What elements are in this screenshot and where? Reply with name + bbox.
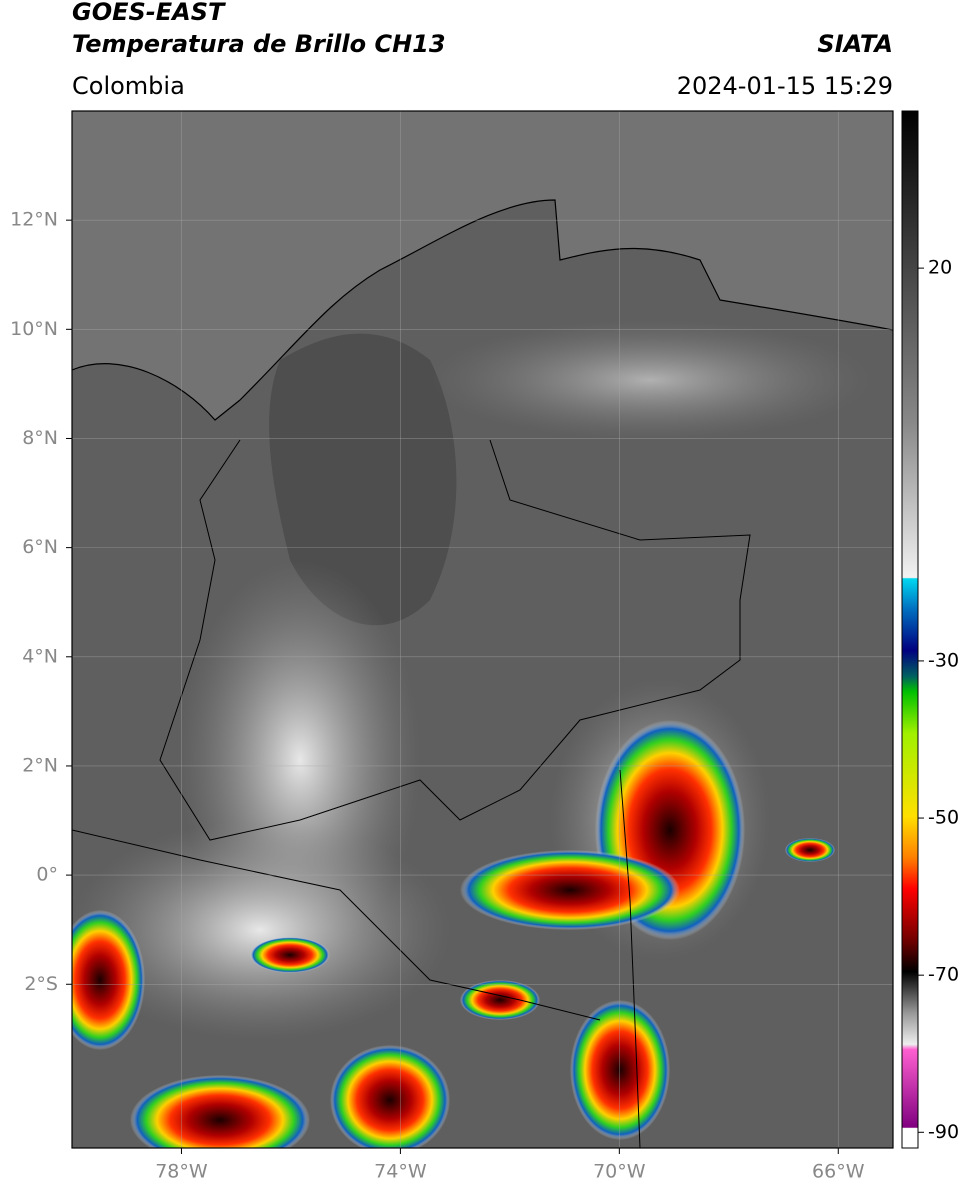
colorbar-tick-label: -70: [928, 964, 959, 986]
y-tick-label: 2°S: [24, 973, 58, 995]
map-frame: [71, 110, 894, 1149]
colorbar: [901, 110, 919, 1149]
coastline: [72, 199, 893, 421]
y-tick-label: 4°N: [22, 645, 58, 667]
x-tick-label: 74°W: [374, 1161, 427, 1183]
y-tick-label: 6°N: [22, 536, 58, 558]
y-tick-label: 12°N: [10, 209, 58, 231]
y-tick-label: 8°N: [22, 427, 58, 449]
convective-cell: [570, 1000, 670, 1140]
convective-cell: [460, 850, 680, 930]
convective-cell: [785, 838, 835, 862]
colorbar-tick-label: -30: [928, 649, 959, 671]
product-title: Temperatura de Brillo CH13: [72, 30, 446, 58]
convective-cell: [330, 1045, 450, 1148]
convective-cell: [250, 937, 330, 973]
region: Colombia: [72, 72, 185, 100]
x-tick-label: 78°W: [155, 1161, 208, 1183]
colorbar-tick-label: 20: [928, 257, 952, 279]
graticule: [72, 111, 893, 1148]
y-tick-label: 2°N: [22, 754, 58, 776]
andes-region: [269, 333, 457, 626]
source: SIATA: [817, 30, 893, 58]
x-tick-label: 66°W: [812, 1161, 865, 1183]
colorbar-tick-label: -90: [928, 1121, 959, 1143]
satellite-name: GOES-EAST: [72, 0, 226, 26]
convective-cell: [130, 1075, 310, 1148]
cloud-field: [430, 320, 870, 440]
country-border: [72, 769, 641, 1148]
y-tick-label: 10°N: [10, 318, 58, 340]
imagery: [72, 111, 893, 1148]
y-tick-label: 0°: [36, 864, 58, 886]
convective-cell: [72, 910, 145, 1050]
datetime: 2024-01-15 15:29: [677, 72, 893, 100]
convective-cell: [460, 980, 540, 1020]
x-tick-label: 70°W: [593, 1161, 646, 1183]
colorbar-tick-label: -50: [928, 807, 959, 829]
country-border: [159, 439, 751, 841]
